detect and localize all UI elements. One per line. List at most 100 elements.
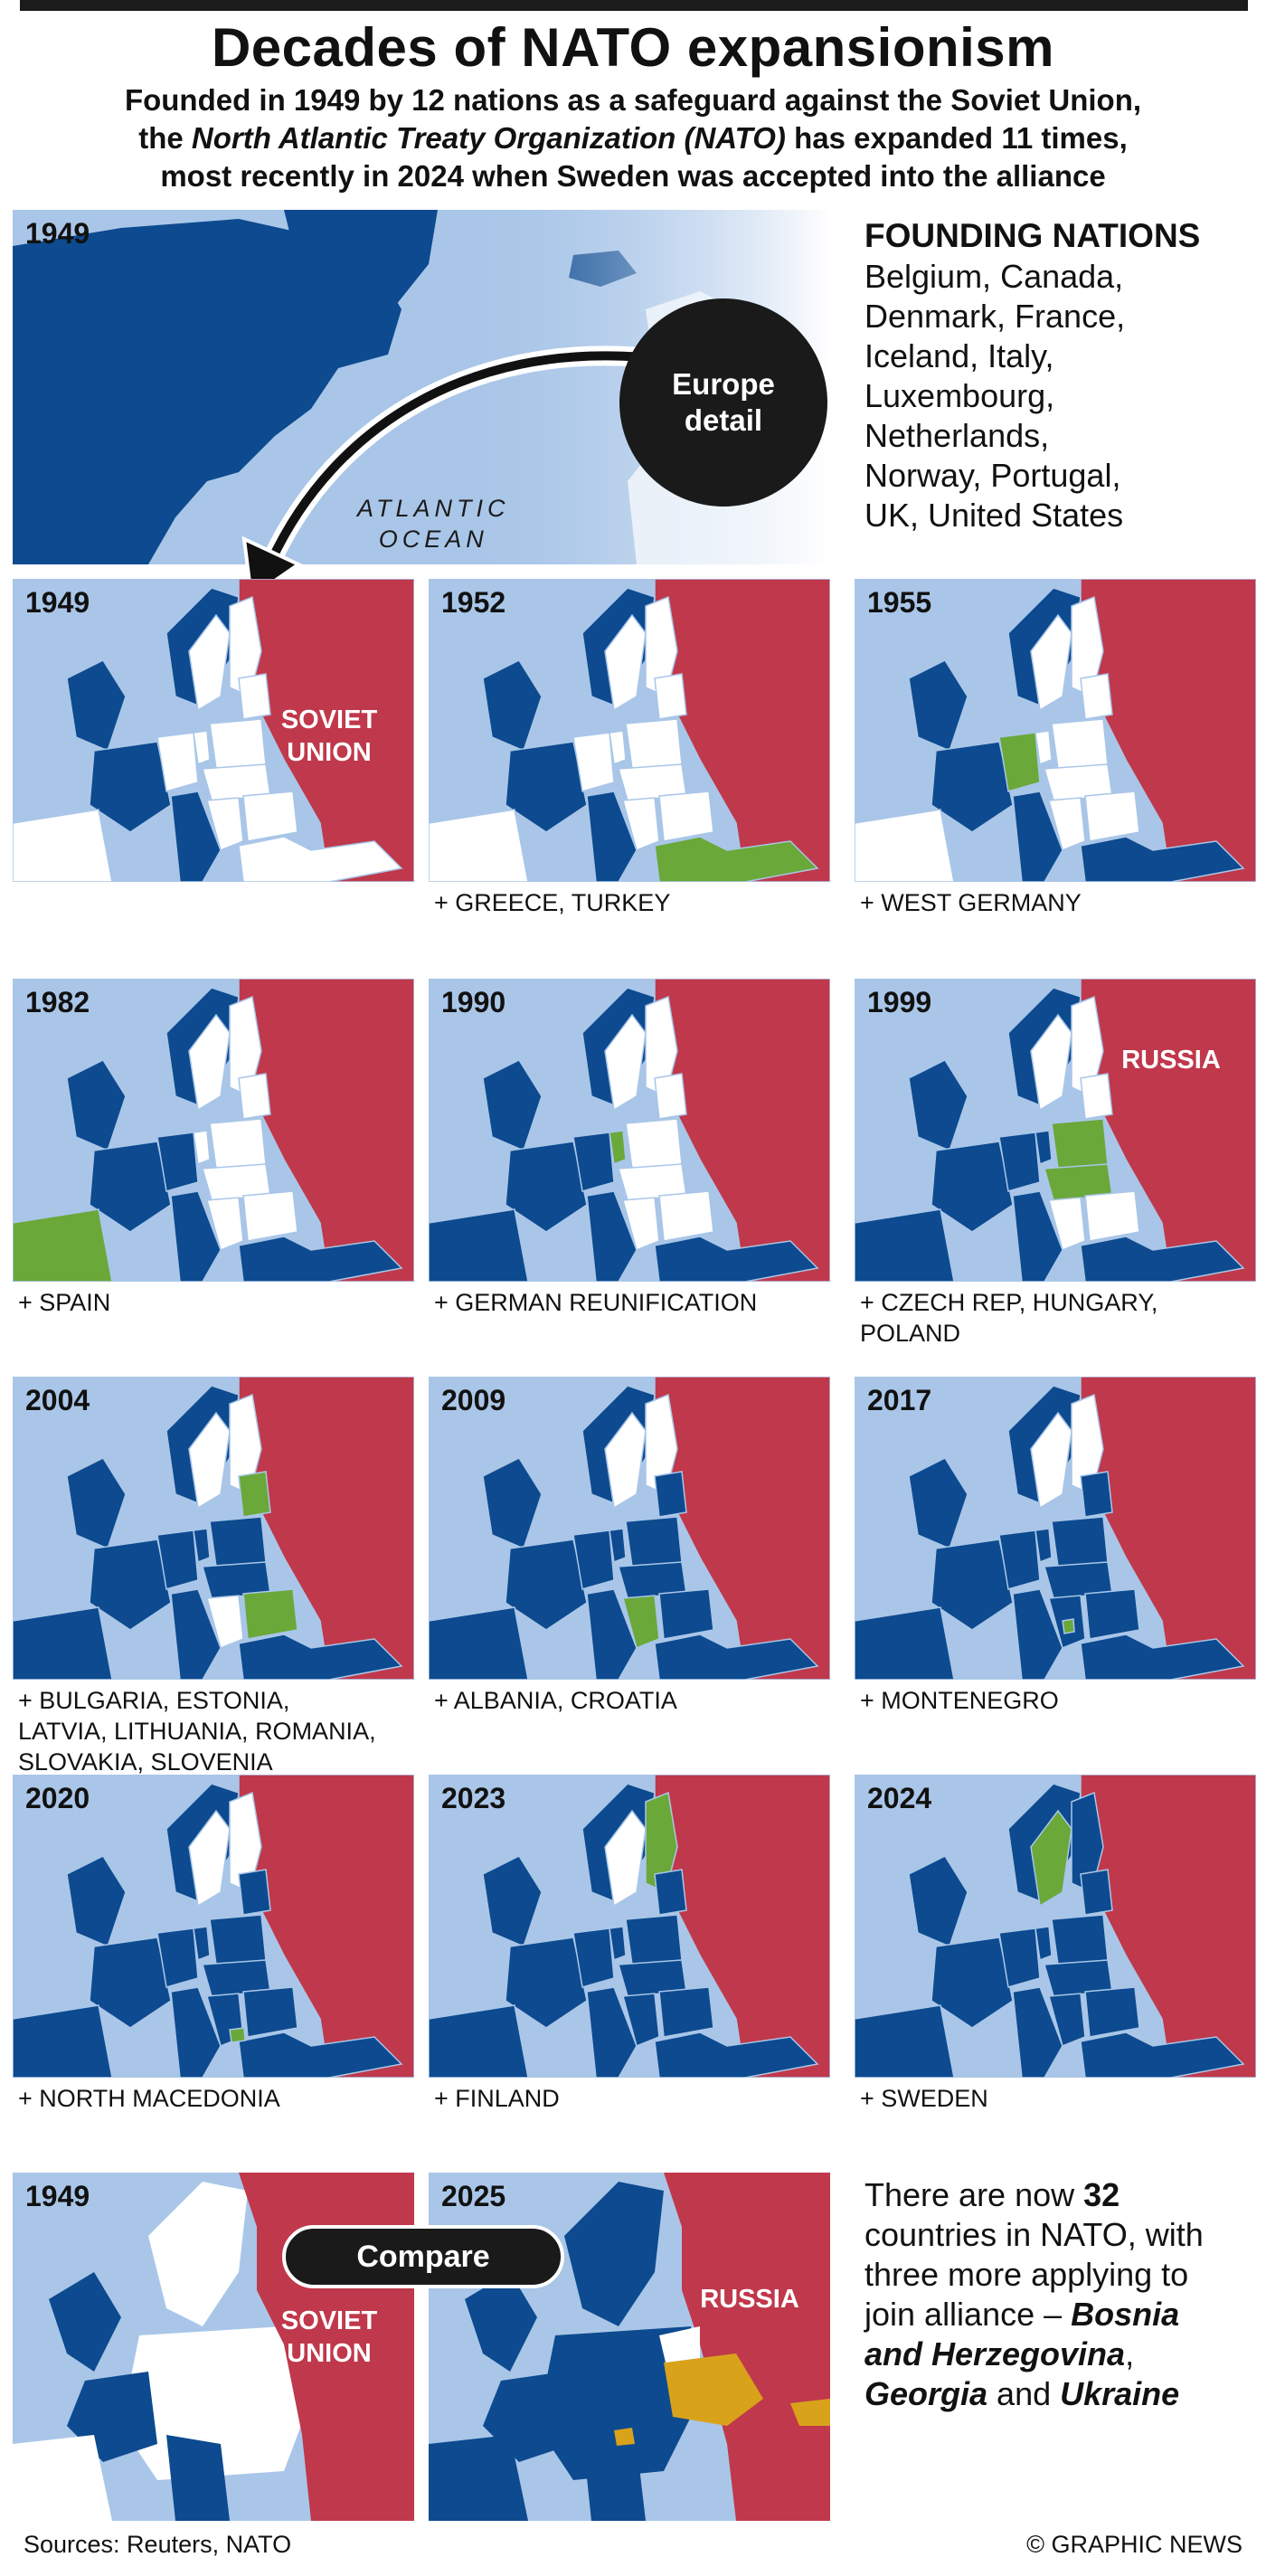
- greece-turkey-region: [654, 1634, 819, 1680]
- panel-caption: + NORTH MACEDONIA: [18, 2085, 280, 2112]
- intro-line-2: the North Atlantic Treaty Organization (…: [138, 121, 1128, 155]
- panel-caption: + SPAIN: [18, 1289, 111, 1316]
- east-germany-region: [609, 1528, 627, 1564]
- iberia-region: [429, 809, 529, 882]
- west-germany-region: [156, 1530, 199, 1590]
- france-region: [89, 1937, 172, 2029]
- italy-region: [170, 1588, 222, 1680]
- baltics-region: [654, 1471, 687, 1518]
- iberia-region: [855, 809, 955, 882]
- sweden-region: [188, 1411, 231, 1510]
- map-panel-1949: 1949 SOVIET UNION: [13, 579, 414, 882]
- panel-year: 1952: [441, 586, 506, 619]
- france-region: [505, 741, 588, 833]
- credit-note: © GRAPHIC NEWS: [1026, 2531, 1242, 2558]
- map-panel-2023: 2023: [429, 1775, 830, 2078]
- west-germany-region: [572, 1530, 615, 1590]
- uk-region: [482, 659, 543, 753]
- iberia-region: [13, 1606, 113, 1680]
- iberia-region: [429, 1606, 529, 1680]
- greece-turkey-region: [654, 2031, 819, 2078]
- west-balkans-region: [622, 797, 660, 852]
- poland-region: [209, 1914, 267, 1965]
- italy-region: [170, 791, 222, 882]
- romania-bulgaria-region: [242, 1190, 298, 1242]
- intro-line-3: most recently in 2024 when Sweden was ac…: [160, 159, 1106, 193]
- italy-region: [170, 1986, 222, 2078]
- iberia-region: [13, 2004, 113, 2078]
- west-balkans-region: [1048, 1993, 1086, 2048]
- panel-caption: + FINLAND: [434, 2085, 560, 2112]
- map-panel-1952: 1952: [429, 579, 830, 882]
- italy-region: [1012, 1588, 1063, 1680]
- map-panel-2020: 2020: [13, 1775, 414, 2078]
- ocean-label: ATLANTIC OCEAN: [357, 495, 510, 553]
- poland-region: [625, 718, 683, 770]
- romania-bulgaria-region: [658, 791, 714, 842]
- romania-bulgaria-region: [242, 1588, 298, 1640]
- compare-left-year: 1949: [25, 2180, 90, 2212]
- iberia-region: [13, 1208, 113, 1282]
- intro-text: Founded in 1949 by 12 nations as a safeg…: [27, 81, 1239, 195]
- panel-year: 1955: [867, 586, 932, 619]
- sweden-region: [188, 613, 231, 712]
- panel-caption: + ALBANIA, CROATIA: [434, 1687, 677, 1714]
- sweden-region: [1030, 613, 1072, 712]
- sweden-region: [604, 1411, 647, 1510]
- romania-bulgaria-region: [658, 1190, 714, 1242]
- panel-year: 2023: [441, 1782, 506, 1814]
- west-balkans-region: [622, 1993, 660, 2048]
- uk-region: [66, 1855, 127, 1948]
- map-panel-2017: 2017: [855, 1377, 1256, 1680]
- panel-year: 2004: [25, 1384, 90, 1416]
- east-germany-region: [609, 1926, 627, 1962]
- baltics-region: [238, 1073, 271, 1120]
- map-svg-1952: [429, 579, 830, 882]
- iberia-region: [855, 1606, 955, 1680]
- west-balkans-region: [622, 1197, 660, 1252]
- panel-year: 1990: [441, 986, 506, 1018]
- poland-region: [625, 1118, 683, 1170]
- poland-region: [209, 1516, 267, 1567]
- poland-region: [625, 1914, 683, 1965]
- baltics-region: [1080, 1869, 1113, 1916]
- iberia-region: [429, 2004, 529, 2078]
- east-germany-region: [193, 1130, 211, 1166]
- finland-region: [229, 995, 262, 1098]
- greece-turkey-region: [1080, 1634, 1245, 1680]
- compare-left-label: SOVIET UNION: [280, 2306, 378, 2368]
- france-region: [931, 1141, 1014, 1233]
- romania-bulgaria-region: [242, 791, 298, 842]
- map-panel-1990: 1990: [429, 979, 830, 1282]
- baltics-region: [654, 1869, 687, 1916]
- finland-region: [229, 1791, 262, 1894]
- sweden-region: [1030, 1013, 1072, 1112]
- uk-region: [66, 1059, 127, 1152]
- baltics-region: [238, 1869, 271, 1916]
- greece-turkey-region: [1080, 1236, 1245, 1282]
- panel-caption: + WEST GERMANY: [860, 889, 1082, 916]
- france-region: [505, 1539, 588, 1631]
- map-panel-1955: 1955: [855, 579, 1256, 882]
- intro-line-1: Founded in 1949 by 12 nations as a safeg…: [124, 83, 1142, 117]
- finland-region: [1071, 595, 1104, 698]
- poland-region: [1051, 718, 1109, 770]
- greece-turkey-region: [654, 1236, 819, 1282]
- greece-turkey-region: [238, 836, 403, 882]
- baltics-region: [654, 673, 687, 720]
- map-panel-2004: 2004: [13, 1377, 414, 1680]
- west-germany-region: [998, 732, 1041, 792]
- finland-region: [645, 595, 678, 698]
- sweden-region: [1030, 1411, 1072, 1510]
- poland-region: [625, 1516, 683, 1567]
- west-germany-region: [998, 1132, 1041, 1192]
- sweden-region: [188, 1013, 231, 1112]
- baltics-region: [654, 1073, 687, 1120]
- map-svg-1990: [429, 979, 830, 1282]
- map-svg-2023: [429, 1775, 830, 2078]
- greece-turkey-region: [238, 2031, 403, 2078]
- italy-region: [1012, 1986, 1063, 2078]
- east-germany-region: [609, 1130, 627, 1166]
- map-svg-1999: [855, 979, 1256, 1282]
- page-title: Decades of NATO expansionism: [211, 17, 1055, 78]
